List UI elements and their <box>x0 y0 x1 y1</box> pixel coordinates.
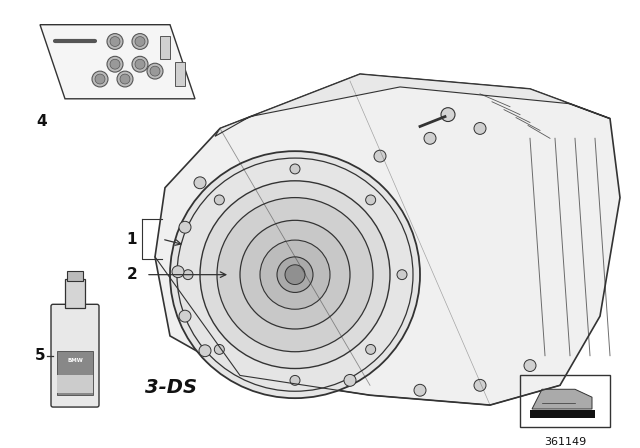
Polygon shape <box>40 25 195 99</box>
Text: 5: 5 <box>35 348 45 363</box>
Circle shape <box>200 181 390 369</box>
Circle shape <box>214 195 225 205</box>
Text: 4: 4 <box>36 114 47 129</box>
Bar <box>57 351 93 395</box>
Bar <box>65 279 85 308</box>
Circle shape <box>365 345 376 354</box>
Circle shape <box>135 37 145 47</box>
Circle shape <box>120 74 130 84</box>
Bar <box>160 35 170 59</box>
Circle shape <box>194 177 206 189</box>
Circle shape <box>365 195 376 205</box>
Circle shape <box>92 71 108 87</box>
Text: 2: 2 <box>127 267 138 282</box>
Circle shape <box>277 257 313 293</box>
Circle shape <box>107 56 123 72</box>
Bar <box>520 375 610 427</box>
Circle shape <box>132 56 148 72</box>
Circle shape <box>374 150 386 162</box>
Circle shape <box>414 384 426 396</box>
Text: 1: 1 <box>127 232 137 246</box>
Text: BMW: BMW <box>67 358 83 362</box>
Circle shape <box>240 220 350 329</box>
Circle shape <box>179 221 191 233</box>
Text: 3-DS: 3-DS <box>145 378 197 397</box>
Circle shape <box>117 71 133 87</box>
Circle shape <box>474 122 486 134</box>
Circle shape <box>95 74 105 84</box>
Bar <box>530 410 595 418</box>
Circle shape <box>170 151 420 398</box>
Circle shape <box>110 37 120 47</box>
Circle shape <box>344 375 356 386</box>
Circle shape <box>214 345 225 354</box>
Polygon shape <box>532 389 592 409</box>
Circle shape <box>290 375 300 385</box>
Circle shape <box>172 266 184 278</box>
Circle shape <box>132 34 148 49</box>
Bar <box>57 375 93 393</box>
Polygon shape <box>155 74 620 405</box>
Bar <box>175 62 185 86</box>
Circle shape <box>217 198 373 352</box>
Circle shape <box>199 345 211 357</box>
Bar <box>67 271 83 280</box>
Circle shape <box>183 270 193 280</box>
Circle shape <box>260 240 330 309</box>
Text: 361149: 361149 <box>544 437 586 447</box>
Circle shape <box>107 34 123 49</box>
Circle shape <box>524 360 536 371</box>
FancyBboxPatch shape <box>51 304 99 407</box>
Circle shape <box>135 59 145 69</box>
Circle shape <box>110 59 120 69</box>
Polygon shape <box>215 74 610 136</box>
Circle shape <box>474 379 486 391</box>
Circle shape <box>147 63 163 79</box>
Circle shape <box>397 270 407 280</box>
Circle shape <box>424 133 436 144</box>
Circle shape <box>285 265 305 284</box>
Circle shape <box>290 164 300 174</box>
Circle shape <box>150 66 160 76</box>
Circle shape <box>179 310 191 322</box>
Circle shape <box>441 108 455 121</box>
